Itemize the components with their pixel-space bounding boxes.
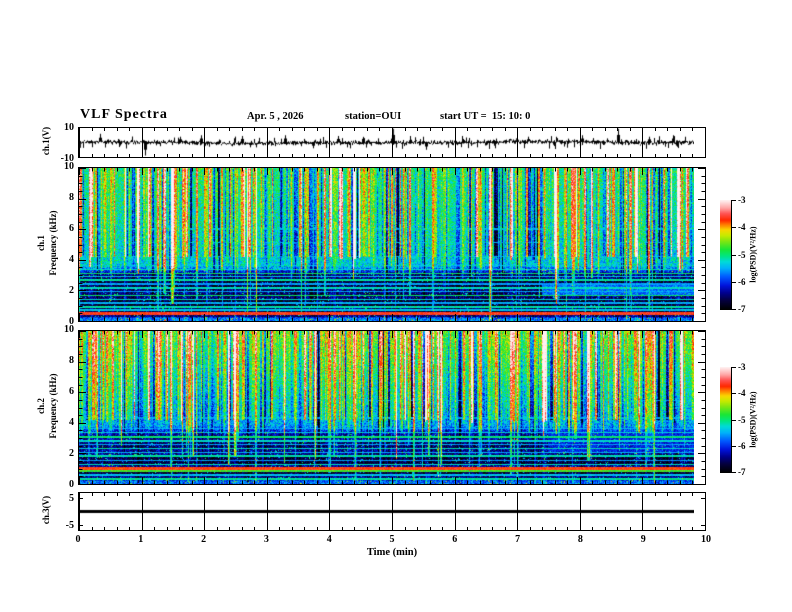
ch1-wave-y-tick-label: -10 <box>60 153 74 164</box>
ch1-spectrogram-canvas <box>79 168 694 321</box>
x-tick-label: 7 <box>515 534 521 545</box>
ch1-wave-y-tick-label: 10 <box>64 122 74 133</box>
colorbar-tick <box>732 282 736 283</box>
spec1-y-tick-label: 8 <box>69 192 74 203</box>
colorbar-tick <box>732 472 736 473</box>
spec2-y-tick-label: 0 <box>69 479 74 490</box>
x-axis-title: Time (min) <box>366 547 418 558</box>
colorbar-tick-label: -4 <box>738 222 746 232</box>
spec2-y-tick-label: 4 <box>69 417 74 428</box>
date-label: Apr. 5 , 2026 <box>247 111 304 122</box>
x-tick-label: 3 <box>263 534 269 545</box>
colorbar-tick <box>732 227 736 228</box>
colorbar-tick <box>732 446 736 447</box>
x-tick-label: 0 <box>75 534 81 545</box>
x-tick-label: 5 <box>389 534 395 545</box>
x-tick-label: 2 <box>201 534 207 545</box>
ch2-spec-channel-label: ch.2 <box>36 398 46 414</box>
start-ut-label: start UT = 15: 10: 0 <box>440 111 531 122</box>
ch1-spec-channel-label: ch.1 <box>36 235 46 251</box>
colorbar-tick-label: -4 <box>738 388 746 398</box>
colorbar-ch2 <box>720 367 731 473</box>
x-tick-label: 10 <box>701 534 711 545</box>
figure-title: VLF Spectra <box>80 107 168 122</box>
ch1-waveform-panel <box>78 127 706 158</box>
ch3-waveform-canvas <box>79 493 694 530</box>
spec1-y-tick-label: 10 <box>64 161 74 172</box>
ch2-spectrogram-ticks <box>79 331 706 485</box>
colorbar-tick <box>732 367 736 368</box>
spec2-y-tick-label: 6 <box>69 386 74 397</box>
colorbar-tick-label: -3 <box>738 362 746 372</box>
spec1-y-tick-label: 4 <box>69 254 74 265</box>
x-tick-label: 9 <box>640 534 646 545</box>
spec2-y-tick-label: 8 <box>69 355 74 366</box>
colorbar-tick <box>732 393 736 394</box>
x-tick-label: 1 <box>138 534 144 545</box>
ch1-spec-freq-axis-label: Frequency (kHz) <box>48 210 58 276</box>
x-tick-label: 4 <box>326 534 332 545</box>
colorbar-axis-line <box>731 367 732 473</box>
ch3-waveform-ticks <box>79 493 706 530</box>
ch3-waveform-panel <box>78 492 706 531</box>
ch1-spectrogram-ticks <box>79 168 706 322</box>
ch1-waveform-canvas <box>79 128 694 157</box>
ch3-wave-y-tick-label: 5 <box>69 492 74 504</box>
station-label: station=OUI <box>345 111 402 122</box>
colorbar-ch1 <box>720 200 731 310</box>
ch2-spec-freq-axis-label: Frequency (kHz) <box>48 373 58 439</box>
spec1-y-tick-label: 0 <box>69 316 74 327</box>
colorbar-tick-label: -3 <box>738 195 746 205</box>
spec2-y-tick-label: 10 <box>64 324 74 335</box>
colorbar-tick <box>732 309 736 310</box>
spec1-y-tick-label: 2 <box>69 285 74 296</box>
colorbar-tick <box>732 420 736 421</box>
ch2-spectrogram-canvas <box>79 331 694 484</box>
colorbar-tick-label: -5 <box>738 250 746 260</box>
colorbar-tick <box>732 255 736 256</box>
colorbar-tick-label: -7 <box>738 304 746 314</box>
ch1-spectrogram-panel <box>78 167 706 322</box>
spec1-y-tick-label: 6 <box>69 223 74 234</box>
ch1-waveform-ticks <box>79 128 706 157</box>
spec2-y-tick-label: 2 <box>69 448 74 459</box>
x-tick-label: 6 <box>452 534 458 545</box>
ch3-wave-y-tick-label: -5 <box>65 520 74 532</box>
colorbar-tick <box>732 200 736 201</box>
ch2-spectrogram-panel <box>78 330 706 485</box>
colorbar-tick-label: -7 <box>738 467 746 477</box>
colorbar-axis-line <box>731 200 732 310</box>
colorbar-tick-label: -6 <box>738 277 746 287</box>
colorbar-tick-label: -6 <box>738 441 746 451</box>
x-tick-label: 8 <box>577 534 583 545</box>
colorbar-tick-label: -5 <box>738 415 746 425</box>
